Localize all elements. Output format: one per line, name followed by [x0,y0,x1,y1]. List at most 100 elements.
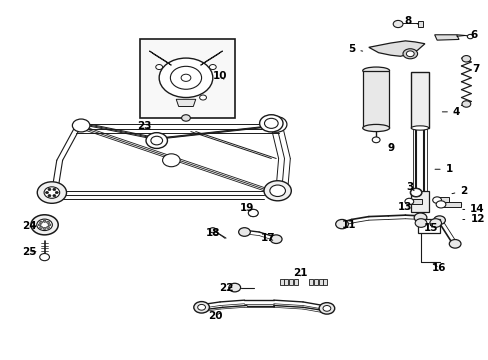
Circle shape [159,58,212,98]
Text: 12: 12 [462,215,484,224]
Text: 13: 13 [397,202,412,212]
Circle shape [209,64,216,69]
Circle shape [467,35,472,39]
Bar [289,279,293,285]
Circle shape [162,154,180,167]
Polygon shape [368,41,424,56]
Ellipse shape [362,67,389,74]
Bar [140,40,234,118]
Circle shape [270,120,282,129]
Text: 5: 5 [347,44,362,54]
Circle shape [38,224,41,226]
Circle shape [43,220,46,222]
Circle shape [414,219,426,227]
Text: 10: 10 [212,71,227,81]
Ellipse shape [410,126,428,130]
Bar [417,22,423,27]
Bar [294,279,298,285]
Circle shape [461,101,470,107]
Text: 4: 4 [442,107,459,117]
Bar [441,202,460,207]
Circle shape [48,224,51,226]
Circle shape [335,220,347,229]
Circle shape [48,195,51,197]
Ellipse shape [410,189,421,197]
Bar [417,220,439,233]
Text: 23: 23 [137,121,151,131]
Polygon shape [149,51,171,65]
Circle shape [45,192,48,194]
Circle shape [433,216,445,225]
Circle shape [265,117,286,132]
Text: 18: 18 [205,228,220,238]
Circle shape [40,226,42,229]
Circle shape [156,64,162,69]
Text: 17: 17 [260,233,275,243]
Circle shape [371,137,379,143]
Circle shape [197,305,205,310]
Bar [318,279,322,285]
Circle shape [432,197,441,203]
Polygon shape [362,71,388,128]
Circle shape [53,195,56,197]
Circle shape [199,95,206,100]
Circle shape [228,283,240,292]
Circle shape [323,306,330,311]
Circle shape [43,227,46,229]
Circle shape [435,201,445,208]
Text: 15: 15 [423,223,437,233]
Text: 9: 9 [386,143,393,153]
Bar [279,279,283,285]
Text: 25: 25 [21,247,36,257]
Text: 3: 3 [406,182,413,192]
Ellipse shape [362,125,389,132]
Text: 21: 21 [293,267,307,278]
Circle shape [448,239,460,248]
Circle shape [413,213,426,222]
Bar [410,72,428,128]
Circle shape [40,253,49,261]
Text: 14: 14 [462,204,484,215]
Bar [323,279,327,285]
Circle shape [461,55,470,62]
Text: 8: 8 [404,17,417,27]
Circle shape [151,136,162,145]
Text: 20: 20 [207,311,222,320]
Circle shape [193,302,209,313]
Bar [284,279,288,285]
Circle shape [46,221,49,223]
Circle shape [404,198,413,205]
Circle shape [270,235,282,243]
Circle shape [31,215,58,235]
Circle shape [264,181,291,201]
Ellipse shape [248,210,258,217]
Text: 24: 24 [21,221,36,231]
Text: 2: 2 [451,186,467,196]
Text: 7: 7 [466,64,479,74]
Ellipse shape [402,49,417,59]
Circle shape [44,187,60,198]
Bar [435,197,448,202]
Circle shape [269,185,285,197]
Text: 16: 16 [431,263,446,273]
Circle shape [37,182,66,203]
Ellipse shape [406,51,413,57]
Circle shape [40,221,42,223]
Text: 22: 22 [218,283,233,293]
Circle shape [181,115,190,121]
Circle shape [429,219,441,227]
Circle shape [248,210,258,217]
Circle shape [53,188,56,190]
Text: 11: 11 [342,220,356,230]
Text: 1: 1 [434,164,452,174]
Text: 19: 19 [240,203,254,213]
Text: 6: 6 [456,30,476,40]
Circle shape [37,219,52,230]
Polygon shape [176,99,195,107]
Circle shape [319,303,334,314]
Circle shape [170,66,201,89]
Circle shape [409,188,421,197]
Circle shape [209,228,216,233]
Circle shape [264,118,278,129]
Circle shape [181,74,190,81]
